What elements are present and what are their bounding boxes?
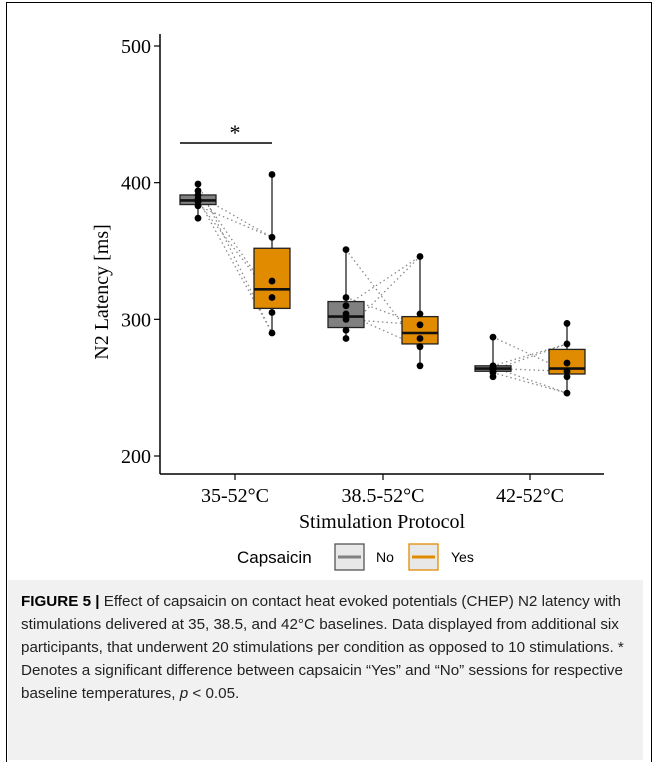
point-no-0-0 [194, 214, 202, 222]
point-no-1-5 [342, 294, 350, 301]
significance-layer: * [180, 120, 272, 145]
figure-caption: FIGURE 5 | Effect of capsaicin on contac… [8, 580, 643, 760]
point-yes-1-4 [416, 310, 424, 318]
box-layer [179, 174, 586, 394]
point-yes-0-0 [268, 329, 276, 337]
point-no-0-6 [194, 180, 202, 188]
connector-2-3 [492, 367, 568, 372]
point-yes-1-3 [416, 321, 424, 329]
x-axis-label: Stimulation Protocol [299, 511, 466, 533]
connector-2-1 [492, 343, 568, 367]
point-yes-2-4 [563, 340, 571, 348]
caption-p-symbol: p [179, 685, 189, 702]
point-yes-2-5 [563, 320, 571, 327]
caption-text-1: Effect of capsaicin on contact heat evok… [21, 593, 624, 702]
legend: Capsaicin No Yes [237, 543, 474, 571]
legend-entry-no: No [334, 543, 394, 571]
point-no-1-6 [342, 246, 350, 254]
point-layer [194, 171, 571, 397]
point-no-1-0 [342, 335, 350, 342]
point-yes-0-3 [268, 277, 276, 285]
legend-title: Capsaicin [237, 548, 312, 567]
x-tick-label-1: 38.5-52°C [342, 485, 425, 507]
point-yes-2-2 [563, 367, 571, 375]
x-tick-label-0: 35-52°C [201, 485, 269, 507]
point-yes-0-2 [268, 294, 276, 301]
box-yes-2 [548, 323, 586, 394]
point-no-2-6 [489, 333, 497, 341]
connector-1-4 [345, 318, 421, 326]
x-tick-label-2: 42-52°C [496, 485, 564, 507]
connector-1-2 [345, 255, 421, 307]
point-yes-2-0 [563, 389, 571, 397]
point-yes-0-5 [268, 171, 276, 178]
point-no-0-5 [194, 187, 202, 195]
point-no-1-1 [342, 326, 350, 334]
y-tick-label-3: 500 [121, 36, 151, 58]
connector-0-3 [197, 198, 273, 334]
point-yes-0-4 [268, 233, 276, 241]
point-no-2-5 [489, 362, 497, 370]
legend-label: Yes [451, 549, 474, 565]
connector-0-5 [197, 205, 273, 238]
axes: 200 300 400 500 35-52°C 38.5-52°C 42-52°C [121, 34, 604, 507]
y-tick-label-1: 300 [121, 309, 151, 331]
point-yes-1-5 [416, 253, 424, 260]
point-yes-1-2 [416, 335, 424, 342]
point-yes-2-3 [563, 359, 571, 367]
point-yes-2-1 [563, 373, 571, 381]
point-no-1-4 [342, 302, 350, 310]
significance-marker-0: * [230, 120, 241, 145]
point-yes-0-1 [268, 309, 276, 316]
connector-2-5 [492, 372, 568, 394]
connector-0-0 [197, 183, 273, 334]
point-no-1-2 [342, 315, 350, 323]
y-axis-label: N2 Latency [ms] [91, 224, 113, 360]
legend-entry-yes: Yes [408, 543, 474, 571]
figure-frame [6, 2, 652, 762]
point-yes-1-0 [416, 362, 424, 370]
point-yes-1-1 [416, 343, 424, 351]
caption-text-2: < 0.05. [188, 685, 240, 702]
box-no-1 [327, 249, 365, 339]
box-plot-chart: 200 300 400 500 35-52°C 38.5-52°C 42-52°C * N2… [91, 34, 604, 571]
y-tick-label-2: 400 [121, 173, 151, 195]
y-tick-label-0: 200 [121, 446, 151, 468]
legend-label: No [376, 549, 394, 565]
point-no-1-3 [342, 310, 350, 318]
caption-label: FIGURE 5 | [21, 593, 100, 610]
